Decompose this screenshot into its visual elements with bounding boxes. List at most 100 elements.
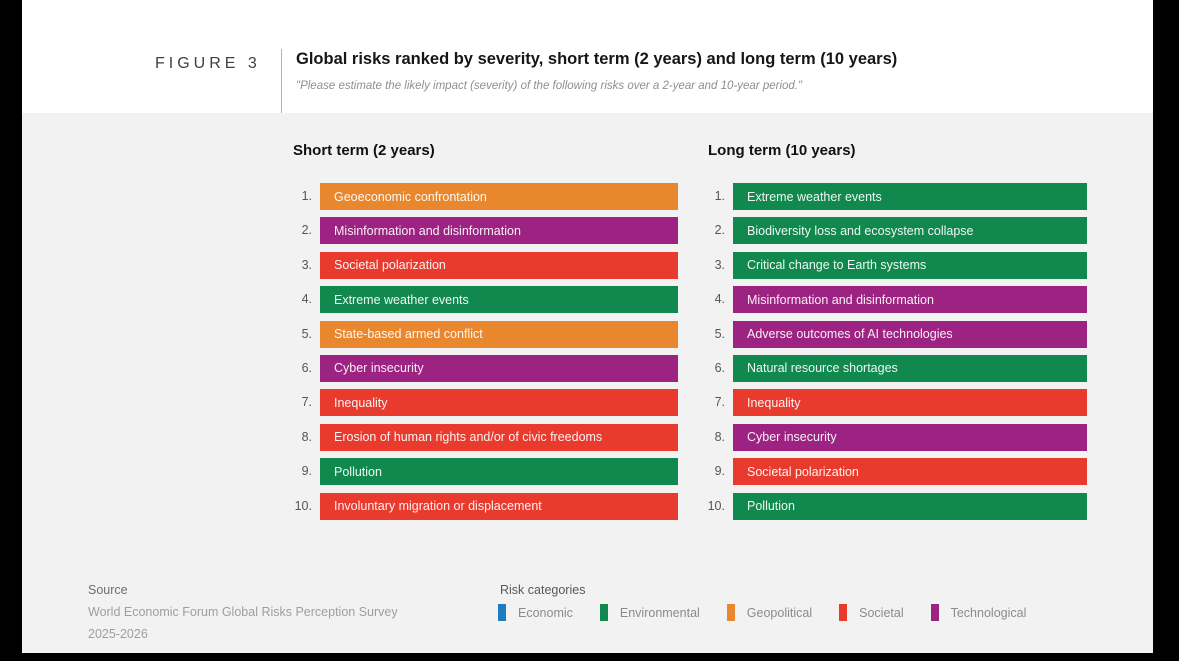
rank-number: 5.	[301, 326, 312, 341]
rank-number: 10.	[707, 498, 725, 513]
risk-bar-label: Inequality	[747, 395, 801, 410]
category-color-swatch	[839, 604, 848, 621]
rank-number: 2.	[301, 223, 312, 238]
risk-categories-legend: Economic Environmental Geopolitical Soci…	[498, 604, 1026, 621]
rank-number: 9.	[301, 464, 312, 479]
risk-bar-label: Adverse outcomes of AI technologies	[747, 327, 953, 342]
rank-number: 6.	[301, 360, 312, 375]
risk-bar-label: Natural resource shortages	[747, 361, 898, 376]
category-color-swatch	[930, 604, 939, 621]
risk-bar: Societal polarization	[320, 251, 678, 279]
risk-bar: Biodiversity loss and ecosystem collapse	[733, 217, 1087, 245]
risk-bar: Adverse outcomes of AI technologies	[733, 320, 1087, 348]
risk-row: 10. Pollution	[683, 492, 1087, 520]
risk-bar: Pollution	[733, 492, 1087, 520]
risk-bar-label: Extreme weather events	[747, 189, 882, 204]
risk-row: 3. Critical change to Earth systems	[683, 251, 1087, 279]
risk-bar-label: Inequality	[334, 395, 388, 410]
legend-item-label: Societal	[859, 605, 904, 620]
risk-bar-label: Biodiversity loss and ecosystem collapse	[747, 223, 974, 238]
risk-row: 7. Inequality	[683, 389, 1087, 417]
risk-bar-label: Geoeconomic confrontation	[334, 189, 487, 204]
risk-bar-label: Extreme weather events	[334, 292, 469, 307]
risk-row: 9. Societal polarization	[683, 458, 1087, 486]
screen-edge-left	[0, 0, 22, 661]
risk-bar-label: Pollution	[334, 464, 382, 479]
rank-number: 9.	[714, 464, 725, 479]
risk-row: 10. Involuntary migration or displacemen…	[270, 492, 678, 520]
long-term-ranking: 1. Extreme weather events 2. Biodiversit…	[683, 183, 1087, 527]
long-term-heading: Long term (10 years)	[708, 142, 856, 159]
risk-row: 9. Pollution	[270, 458, 678, 486]
risk-bar-label: Pollution	[747, 499, 795, 514]
rank-number: 4.	[301, 292, 312, 307]
risk-bar-label: Societal polarization	[334, 258, 446, 273]
risk-row: 6. Cyber insecurity	[270, 354, 678, 382]
risk-bar: State-based armed conflict	[320, 320, 678, 348]
risk-bar: Geoeconomic confrontation	[320, 183, 678, 210]
rank-number: 10.	[294, 498, 312, 513]
legend-item: Economic	[498, 604, 573, 621]
risk-row: 4. Misinformation and disinformation	[683, 286, 1087, 314]
risk-bar-label: Involuntary migration or displacement	[334, 499, 542, 514]
risk-bar: Inequality	[320, 389, 678, 417]
rank-number: 8.	[714, 429, 725, 444]
rank-number: 1.	[714, 189, 725, 203]
risk-bar: Erosion of human rights and/or of civic …	[320, 423, 678, 451]
risk-bar: Misinformation and disinformation	[320, 217, 678, 245]
rank-number: 8.	[301, 429, 312, 444]
category-color-swatch	[498, 604, 506, 621]
risk-row: 6. Natural resource shortages	[683, 354, 1087, 382]
legend-item: Technological	[930, 604, 1027, 621]
legend-title: Risk categories	[500, 583, 586, 597]
category-color-swatch	[599, 604, 608, 621]
source-years: 2025-2026	[88, 627, 148, 641]
risk-row: 8. Cyber insecurity	[683, 423, 1087, 451]
screen-edge-bottom	[0, 653, 1179, 661]
risk-row: 7. Inequality	[270, 389, 678, 417]
risk-row: 2. Misinformation and disinformation	[270, 217, 678, 245]
rank-number: 7.	[301, 395, 312, 410]
risk-bar: Critical change to Earth systems	[733, 251, 1087, 279]
header-band	[22, 0, 1153, 113]
risk-row: 5. State-based armed conflict	[270, 320, 678, 348]
category-color-swatch	[726, 604, 735, 621]
short-term-ranking: 1. Geoeconomic confrontation 2. Misinfor…	[270, 183, 678, 527]
risk-bar-label: Cyber insecurity	[747, 430, 837, 445]
risk-bar: Involuntary migration or displacement	[320, 492, 678, 520]
source-heading: Source	[88, 583, 128, 597]
risk-bar-label: Societal polarization	[747, 464, 859, 479]
risk-bar-label: Critical change to Earth systems	[747, 258, 927, 273]
legend-item: Environmental	[599, 604, 700, 621]
screen-edge-right	[1153, 0, 1179, 661]
risk-bar: Societal polarization	[733, 458, 1087, 486]
rank-number: 3.	[714, 257, 725, 272]
risk-row: 1. Extreme weather events	[683, 183, 1087, 210]
risk-bar: Extreme weather events	[320, 286, 678, 314]
legend-item-label: Environmental	[619, 605, 700, 620]
source-text: World Economic Forum Global Risks Percep…	[88, 605, 398, 619]
risk-row: 8. Erosion of human rights and/or of civ…	[270, 423, 678, 451]
risk-row: 5. Adverse outcomes of AI technologies	[683, 320, 1087, 348]
rank-number: 7.	[714, 395, 725, 410]
rank-number: 4.	[714, 292, 725, 307]
legend-item-label: Technological	[950, 605, 1027, 620]
risk-bar: Extreme weather events	[733, 183, 1087, 210]
risk-row: 1. Geoeconomic confrontation	[270, 183, 678, 210]
risk-row: 2. Biodiversity loss and ecosystem colla…	[683, 217, 1087, 245]
rank-number: 5.	[714, 326, 725, 341]
figure-title: Global risks ranked by severity, short t…	[296, 50, 898, 68]
legend-item: Geopolitical	[726, 604, 812, 621]
rank-number: 6.	[714, 360, 725, 375]
risk-bar: Cyber insecurity	[320, 354, 678, 382]
risk-bar-label: State-based armed conflict	[334, 327, 483, 342]
risk-bar: Pollution	[320, 458, 678, 486]
rank-number: 3.	[301, 257, 312, 272]
legend-item: Societal	[839, 604, 904, 621]
risk-bar-label: Misinformation and disinformation	[334, 223, 521, 238]
header-divider	[281, 49, 282, 113]
legend-item-label: Economic	[518, 605, 573, 620]
risk-bar: Inequality	[733, 389, 1087, 417]
rank-number: 2.	[714, 223, 725, 238]
risk-row: 3. Societal polarization	[270, 251, 678, 279]
